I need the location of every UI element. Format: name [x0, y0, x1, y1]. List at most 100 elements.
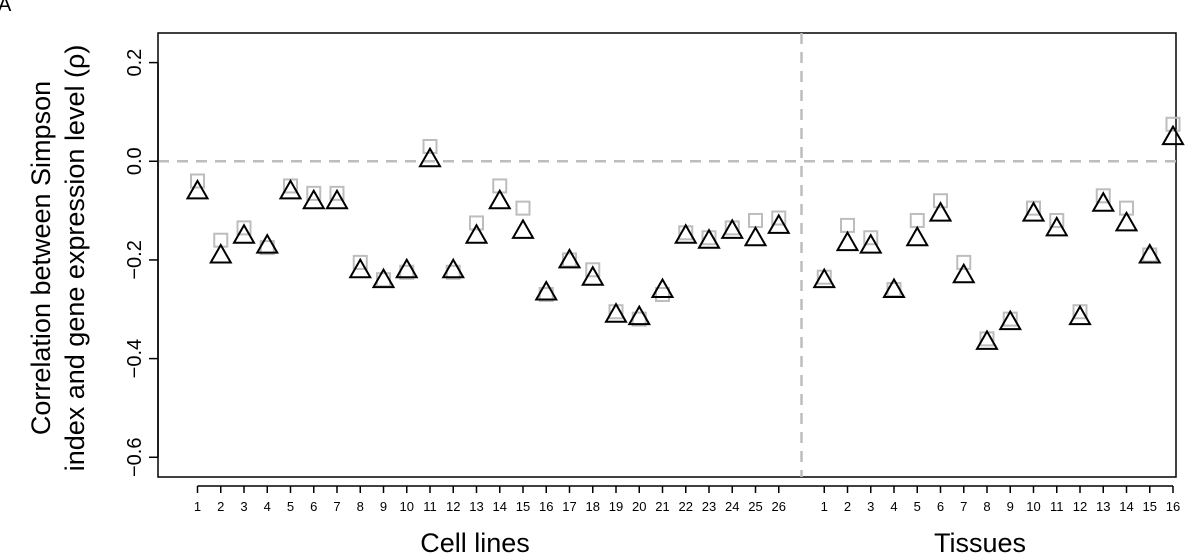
x-tick-label: 6: [310, 499, 317, 514]
x-tick-label: 16: [539, 499, 553, 514]
triangle-point: [627, 304, 651, 326]
x-tick-label: 7: [333, 499, 340, 514]
y-axis-label-line-2: index and gene expression level (ρ): [60, 45, 90, 472]
y-tick-label: 0.2: [124, 49, 146, 77]
x-tick-label: 1: [821, 499, 828, 514]
triangle-point: [185, 178, 210, 200]
x-tick-label: 8: [357, 499, 364, 514]
x-tick-label: 15: [1143, 499, 1157, 514]
square-point: [329, 185, 345, 201]
x-tick-label: 13: [469, 499, 483, 514]
x-tick-label: 5: [287, 499, 294, 514]
x-group-label-tissues: Tissues: [934, 528, 1026, 558]
x-tick-label: 10: [1026, 499, 1040, 514]
square-point: [748, 212, 763, 228]
triangle-point: [1114, 210, 1139, 232]
triangle-point: [1138, 242, 1162, 264]
square-point: [422, 138, 438, 154]
x-tick-label: 10: [400, 499, 414, 514]
x-tick-label: 15: [516, 499, 530, 514]
x-tick-label: 4: [264, 499, 271, 514]
y-tick-label: −0.4: [124, 339, 146, 378]
x-tick-label: 9: [380, 499, 387, 514]
triangle-point: [1068, 304, 1092, 326]
triangle-point: [905, 225, 929, 247]
triangle-point: [464, 223, 489, 244]
triangle-point: [371, 267, 396, 289]
triangle-point: [302, 188, 326, 210]
x-tick-label: 17: [562, 499, 576, 514]
plot-frame: [157, 32, 1177, 478]
square-point: [1142, 247, 1158, 263]
square-point: [771, 210, 787, 226]
square-point: [585, 262, 601, 278]
x-tick-label: 1: [194, 499, 201, 514]
square-point: [840, 217, 855, 233]
triangle-point: [488, 188, 512, 210]
square-point: [655, 286, 670, 302]
square-point: [469, 215, 484, 231]
triangle-point: [511, 218, 535, 239]
y-tick-label: 0.0: [124, 147, 146, 175]
triangle-point: [418, 146, 442, 168]
triangle-point: [812, 267, 836, 289]
x-tick-label: 26: [772, 499, 786, 514]
x-tick-label: 14: [493, 499, 507, 514]
square-point: [376, 272, 391, 288]
square-point: [515, 200, 531, 216]
y-tick-label: −0.2: [124, 240, 146, 279]
square-point: [236, 220, 252, 236]
x-tick-label: 7: [960, 499, 967, 514]
x-tick-label: 2: [217, 499, 224, 514]
triangle-point: [743, 225, 768, 247]
x-tick-label: 14: [1119, 499, 1133, 514]
triangle-point: [975, 329, 999, 350]
x-tick-label: 3: [240, 499, 247, 514]
x-tick-label: 16: [1166, 499, 1180, 514]
panel-letter: A: [0, 0, 12, 16]
triangle-point: [557, 247, 582, 269]
triangle-point: [928, 201, 953, 222]
triangle-point: [604, 302, 628, 323]
square-point: [1049, 212, 1065, 228]
triangle-point: [395, 257, 419, 279]
x-tick-label: 19: [609, 499, 623, 514]
x-tick-label: 25: [748, 499, 762, 514]
triangle-point: [1021, 201, 1046, 222]
square-point: [306, 185, 322, 201]
x-tick-label: 23: [702, 499, 716, 514]
triangle-point: [882, 277, 906, 299]
triangle-point: [1091, 191, 1115, 212]
triangle-point: [581, 265, 605, 286]
triangle-point: [348, 257, 372, 279]
x-tick-label: 3: [867, 499, 874, 514]
x-tick-label: 22: [679, 499, 693, 514]
x-tick-label: 11: [1050, 499, 1064, 514]
square-point: [190, 173, 205, 189]
triangle-point: [952, 262, 976, 284]
triangle-point: [232, 223, 256, 244]
triangle-point: [650, 277, 675, 299]
square-point: [562, 252, 577, 268]
triangle-point: [255, 233, 279, 254]
x-tick-label: 13: [1096, 499, 1110, 514]
square-point: [909, 212, 925, 228]
square-point: [886, 282, 902, 298]
triangle-point: [1161, 124, 1185, 146]
x-tick-label: 18: [586, 499, 600, 514]
x-tick-label: 8: [983, 499, 990, 514]
triangle-point: [209, 242, 233, 264]
x-tick-label: 9: [1007, 499, 1014, 514]
triangle-point: [720, 218, 744, 239]
x-tick-label: 21: [655, 499, 669, 514]
square-point: [1095, 188, 1111, 204]
triangle-point: [1045, 215, 1069, 237]
triangle-point: [325, 188, 349, 210]
x-tick-label: 12: [446, 499, 460, 514]
square-point: [1165, 116, 1181, 132]
x-tick-label: 24: [725, 499, 739, 514]
x-tick-label: 4: [890, 499, 897, 514]
y-tick-label: −0.6: [124, 438, 146, 477]
triangle-point: [835, 230, 860, 252]
square-point: [863, 230, 879, 246]
